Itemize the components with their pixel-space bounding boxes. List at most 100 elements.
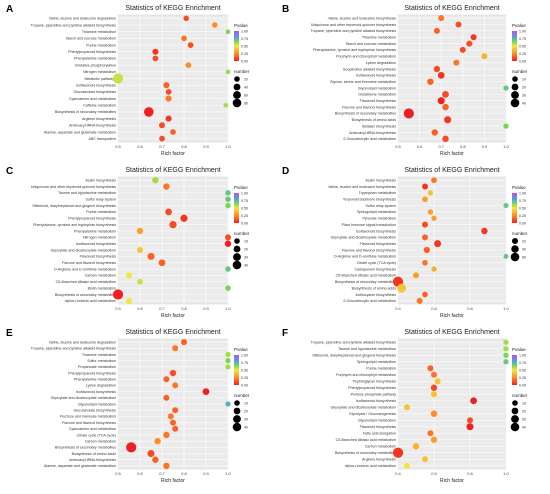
data-point bbox=[163, 394, 170, 401]
x-tick-label: 0.4 bbox=[395, 306, 401, 311]
y-tick-label: Tropane, piperidine and pyridine alkaloi… bbox=[311, 29, 397, 33]
x-tick-label: 0.9 bbox=[203, 471, 209, 476]
data-point bbox=[422, 196, 428, 203]
pvalue-tick: 0.25 bbox=[519, 214, 526, 218]
data-point bbox=[181, 339, 187, 346]
data-point bbox=[437, 71, 445, 79]
y-tick-label: Ubiquinone and other terpenoid-quinone b… bbox=[311, 23, 396, 27]
y-tick-label: Phenylalanine metabolism bbox=[74, 229, 116, 233]
number-legend-label: 40 bbox=[244, 86, 248, 90]
data-point bbox=[225, 196, 231, 202]
data-point bbox=[403, 108, 414, 119]
data-point bbox=[434, 378, 441, 385]
y-tick-label: Sulfur relay system bbox=[85, 198, 116, 202]
y-tick-label: Fatty acid elongation bbox=[363, 432, 396, 436]
y-tick-label: Phenylpropanoid biosynthesis bbox=[68, 217, 116, 221]
y-tick-label: Citrate cycle (TCA cycle) bbox=[357, 261, 396, 265]
data-point bbox=[433, 27, 440, 34]
data-point bbox=[126, 297, 132, 304]
pvalue-tick: 0.25 bbox=[241, 214, 248, 218]
data-point bbox=[430, 410, 438, 417]
number-legend-dot bbox=[233, 415, 241, 423]
x-tick-label: 0.7 bbox=[159, 306, 165, 311]
data-point bbox=[431, 266, 437, 272]
y-tick-label: D-Arginine and D-ornithine metabolism bbox=[54, 267, 116, 271]
x-tick-label: 0.8 bbox=[181, 144, 187, 149]
data-point bbox=[444, 116, 452, 124]
data-point bbox=[503, 253, 509, 259]
y-tick-label: Pentose phosphate pathway bbox=[351, 393, 397, 397]
number-legend-dot bbox=[510, 98, 520, 108]
data-point bbox=[169, 369, 177, 377]
y-tick-label: Phenylalanine metabolism bbox=[74, 378, 116, 382]
y-tick-label: Aminoacyl-tRNA biosynthesis bbox=[69, 458, 116, 462]
y-tick-label: Flavonoid biosynthesis bbox=[360, 99, 397, 103]
x-tick-label: 1.0 bbox=[225, 144, 231, 149]
pvalue-tick: 0.00 bbox=[519, 384, 526, 388]
y-tick-label: Zeatin biosynthesis bbox=[85, 178, 116, 182]
data-point bbox=[466, 40, 473, 47]
data-point bbox=[470, 34, 477, 41]
x-tick-label: 0.8 bbox=[181, 471, 187, 476]
pvalue-colorbar bbox=[512, 31, 517, 61]
y-tick-label: Lysine degradation bbox=[86, 384, 116, 388]
x-tick-label: 0.6 bbox=[137, 306, 143, 311]
y-tick-label: Alanine, aspartate and glutamate metabol… bbox=[44, 464, 116, 468]
data-point bbox=[455, 21, 462, 28]
panel-d: D Statistics of KEGG Enrichment 0.4 0.6 0.8 1… bbox=[282, 166, 528, 319]
data-point bbox=[442, 103, 449, 111]
data-point bbox=[225, 358, 231, 364]
chart-title: Statistics of KEGG Enrichment bbox=[125, 5, 220, 12]
data-point bbox=[163, 183, 170, 190]
pvalue-tick: 0.00 bbox=[519, 222, 526, 226]
number-legend-dot bbox=[234, 400, 240, 406]
data-point bbox=[423, 246, 430, 254]
y-tick-label: Arginine biosynthesis bbox=[362, 458, 396, 462]
data-point bbox=[212, 22, 218, 28]
y-tick-label: Valine, leucine and isoleucine degradati… bbox=[49, 340, 116, 344]
number-legend-label: 10 bbox=[522, 78, 526, 82]
data-point bbox=[147, 252, 155, 260]
data-point bbox=[434, 240, 442, 248]
y-tick-label: Phenylpropanoid biosynthesis bbox=[68, 371, 116, 375]
data-point bbox=[433, 65, 441, 73]
y-tick-label: Oxidative phosphorylation bbox=[75, 63, 116, 67]
data-point bbox=[481, 53, 488, 60]
y-tick-label: Isoflavonoid biosynthesis bbox=[356, 399, 396, 403]
panel-e: E Statistics of KEGG Enrichment 0.5 0.6 0.7 0… bbox=[6, 328, 250, 484]
y-tick-label: Flavonoid biosynthesis bbox=[360, 242, 397, 246]
data-point bbox=[165, 95, 172, 102]
y-tick-label: Flavone and flavonol biosynthesis bbox=[62, 261, 116, 265]
data-point bbox=[422, 259, 428, 266]
y-tick-label: Glucosinolate biosynthesis bbox=[73, 90, 116, 94]
y-tick-label: Glycerolipid metabolism bbox=[358, 419, 396, 423]
x-tick-label: 1.0 bbox=[225, 471, 231, 476]
data-point bbox=[225, 29, 231, 35]
y-tick-label: C5-Branched dibasic acid metabolism bbox=[56, 280, 116, 284]
number-legend-dot bbox=[234, 238, 240, 244]
data-point bbox=[225, 401, 231, 407]
panel-letter: A bbox=[6, 4, 13, 15]
pvalue-tick: 0.50 bbox=[519, 207, 526, 211]
pvalue-tick: 1.00 bbox=[241, 192, 248, 196]
y-tick-label: Phenylpropanoid biosynthesis bbox=[68, 50, 116, 54]
data-point bbox=[431, 391, 437, 398]
y-tick-label: Isoquinoline alkaloid biosynthesis bbox=[343, 67, 396, 71]
y-tick-label: C5-Branched dibasic acid metabolism bbox=[336, 274, 396, 278]
y-tick-label: Glycine, serine and threonine metabolism bbox=[330, 80, 396, 84]
pvalue-legend-title: Pvalue bbox=[512, 185, 526, 190]
data-point bbox=[413, 272, 419, 279]
data-point bbox=[422, 221, 428, 228]
data-point bbox=[416, 297, 423, 304]
x-tick-label: 0.5 bbox=[115, 471, 121, 476]
pvalue-tick: 0.50 bbox=[519, 369, 526, 373]
y-tick-label: Valine, leucine and isoleucine biosynthe… bbox=[328, 185, 396, 189]
y-tick-label: Ubiquinone and other terpenoid-quinone b… bbox=[31, 185, 116, 189]
x-axis-label: Rich factor bbox=[161, 478, 185, 484]
pvalue-tick: 0.75 bbox=[519, 361, 526, 365]
y-tick-label: Glyoxylate and dicarboxylate metabolism bbox=[331, 406, 396, 410]
pvalue-colorbar bbox=[234, 193, 239, 223]
data-point bbox=[430, 436, 438, 443]
y-tick-label: Flavonoid biosynthesis bbox=[360, 425, 397, 429]
y-tick-label: Glycerolipid metabolism bbox=[358, 86, 396, 90]
